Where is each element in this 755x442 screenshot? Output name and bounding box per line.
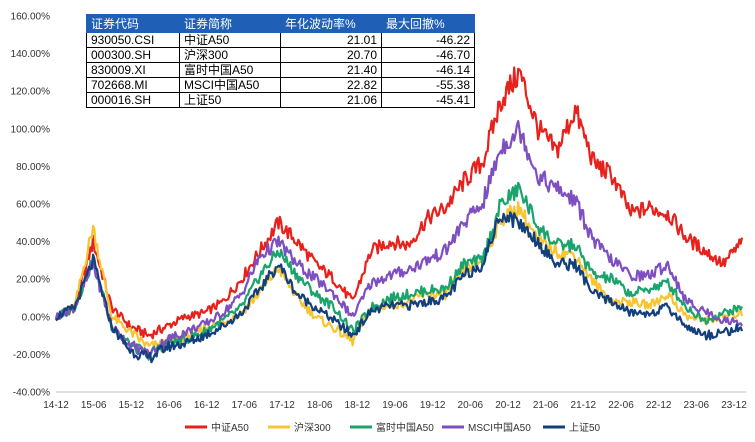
y-axis: 160.00% 140.00% 120.00% 100.00% 80.00% 60.00%…	[11, 12, 51, 399]
row-volatility: 21.01	[280, 32, 382, 48]
y-tick-label: 140.00%	[11, 49, 51, 60]
y-tick-label: 80.00%	[16, 162, 50, 173]
legend-label: 中证A50	[211, 421, 249, 434]
header-volatility: 年化波动率%	[280, 14, 382, 33]
x-tick-label: 22-12	[646, 400, 672, 411]
legend-item: 富时中国A50	[350, 421, 434, 434]
y-tick-label: 20.00%	[16, 275, 50, 286]
x-tick-label: 18-06	[307, 400, 333, 411]
x-tick-label: 16-06	[156, 400, 182, 411]
table-row: 000300.SH 沪深300 20.70 -46.70	[86, 47, 475, 63]
row-name: MSCI中国A50	[179, 77, 281, 93]
row-code: 830009.XI	[86, 62, 180, 78]
series-line	[54, 119, 743, 359]
legend-label: 沪深300	[294, 421, 331, 434]
table-row: 830009.XI 富时中国A50 21.40 -46.14	[86, 62, 475, 78]
row-volatility: 21.40	[280, 62, 382, 78]
header-name: 证券简称	[179, 14, 281, 33]
legend-item: 中证A50	[185, 421, 249, 434]
row-name: 中证A50	[179, 32, 281, 48]
legend-item: MSCI中国A50	[442, 421, 531, 434]
row-name: 富时中国A50	[179, 62, 281, 78]
series-line	[55, 211, 744, 364]
summary-table: 证券代码 证券简称 年化波动率% 最大回撤% 930050.CSI 中证A50 …	[86, 14, 475, 108]
x-tick-label: 18-12	[345, 400, 371, 411]
summary-table-header: 证券代码 证券简称 年化波动率% 最大回撤%	[86, 14, 475, 33]
table-row: 702668.MI MSCI中国A50 22.82 -55.38	[86, 77, 475, 93]
x-tick-label: 17-12	[269, 400, 295, 411]
x-tick-label: 20-06	[458, 400, 484, 411]
legend-label: MSCI中国A50	[468, 421, 531, 434]
y-tick-label: 100.00%	[11, 124, 51, 135]
row-volatility: 21.06	[280, 92, 382, 108]
row-max-drawdown: -55.38	[381, 77, 475, 93]
row-code: 000016.SH	[86, 92, 180, 108]
legend-item: 上证50	[543, 422, 601, 434]
table-row: 000016.SH 上证50 21.06 -45.41	[86, 92, 475, 108]
row-max-drawdown: -46.22	[381, 32, 475, 48]
series-line	[54, 66, 744, 340]
row-max-drawdown: -46.70	[381, 47, 475, 63]
legend-item: 沪深300	[268, 421, 331, 434]
x-tick-label: 19-12	[420, 400, 446, 411]
plot-area	[54, 66, 744, 364]
x-tick-label: 15-06	[81, 400, 107, 411]
x-tick-label: 20-12	[495, 400, 521, 411]
y-tick-label: 0.00%	[22, 312, 50, 323]
x-tick-label: 19-06	[382, 400, 408, 411]
row-code: 000300.SH	[86, 47, 180, 63]
row-name: 上证50	[179, 92, 281, 108]
legend-label: 上证50	[569, 422, 601, 434]
x-tick-label: 15-12	[119, 400, 145, 411]
header-max-drawdown: 最大回撤%	[381, 14, 475, 33]
row-volatility: 22.82	[280, 77, 382, 93]
row-code: 930050.CSI	[86, 32, 180, 48]
x-tick-label: 16-12	[194, 400, 220, 411]
x-tick-label: 23-12	[721, 400, 747, 411]
y-tick-label: -20.00%	[13, 350, 50, 361]
table-row: 930050.CSI 中证A50 21.01 -46.22	[86, 32, 475, 48]
row-volatility: 20.70	[280, 47, 382, 63]
row-max-drawdown: -45.41	[381, 92, 475, 108]
y-tick-label: 40.00%	[16, 237, 50, 248]
row-max-drawdown: -46.14	[381, 62, 475, 78]
row-code: 702668.MI	[86, 77, 180, 93]
legend: 中证A50 沪深300 富时中国A50 MSCI中国A50 上证50	[185, 421, 601, 434]
legend-label: 富时中国A50	[376, 421, 434, 434]
y-tick-label: 60.00%	[16, 200, 50, 211]
x-axis: 14-12 15-06 15-12 16-06 16-12 17-06 17-12 18-06…	[43, 391, 747, 411]
x-tick-label: 17-06	[232, 400, 258, 411]
x-tick-label: 22-06	[608, 400, 634, 411]
y-tick-label: 120.00%	[11, 87, 51, 98]
x-tick-label: 21-06	[533, 400, 559, 411]
x-tick-label: 14-12	[43, 400, 69, 411]
y-tick-label: 160.00%	[11, 12, 51, 23]
y-tick-label: -40.00%	[13, 388, 50, 399]
x-tick-label: 23-06	[684, 400, 710, 411]
x-tick-label: 21-12	[571, 400, 597, 411]
header-code: 证券代码	[86, 14, 180, 33]
row-name: 沪深300	[179, 47, 281, 63]
